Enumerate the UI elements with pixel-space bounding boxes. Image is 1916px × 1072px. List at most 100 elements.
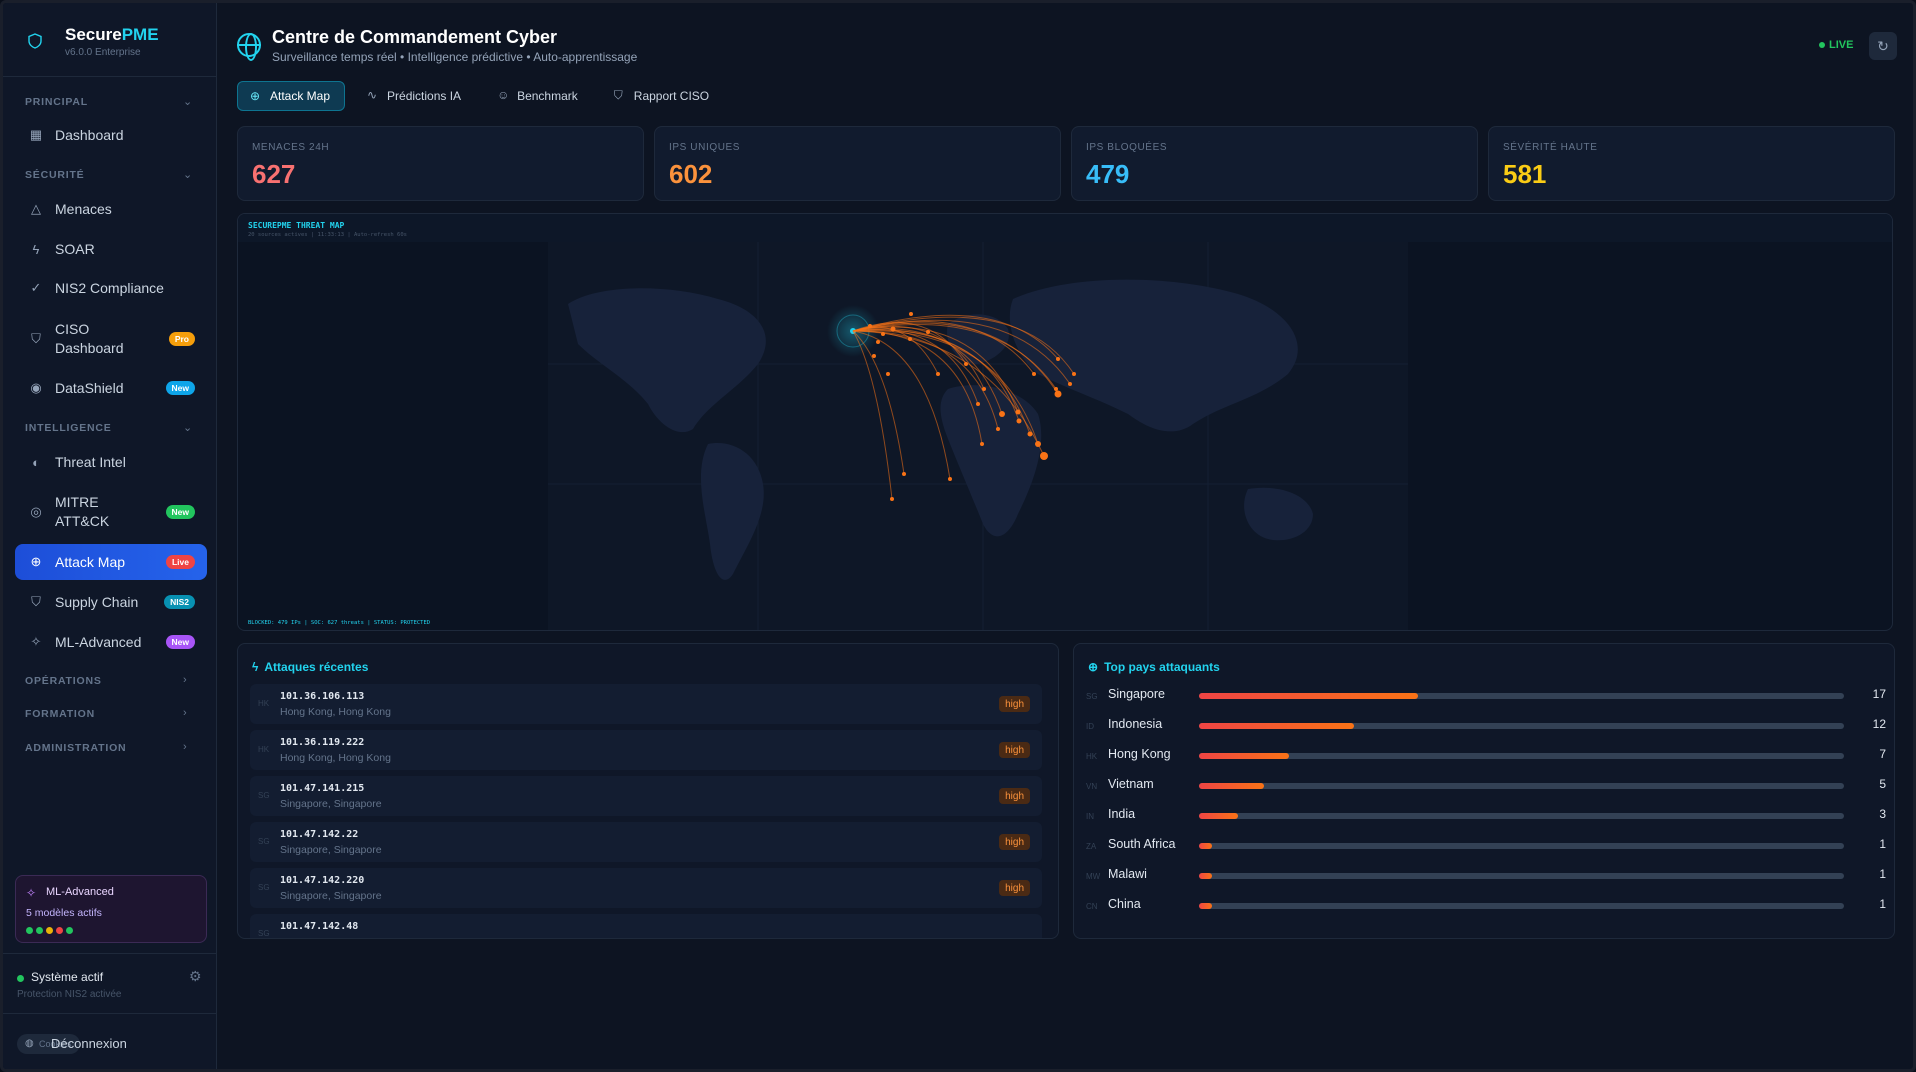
section-formation[interactable]: FORMATION (25, 708, 95, 720)
section-administration[interactable]: ADMINISTRATION (25, 742, 127, 754)
section-operations[interactable]: OPÉRATIONS (25, 675, 102, 687)
sidebar-item-mitre[interactable]: ◎ MITRE ATT&CK New (15, 490, 207, 534)
sidebar-item-nis2[interactable]: ✓ NIS2 Compliance (15, 270, 207, 306)
sidebar-item-ml-advanced[interactable]: ✧ ML-Advanced New (15, 624, 207, 660)
sidebar-item-menaces[interactable]: △ Menaces (15, 191, 207, 227)
attack-ip: 101.47.141.215 (280, 783, 365, 794)
chevron-right-icon[interactable]: › (183, 674, 187, 686)
country-bar-fill (1199, 723, 1354, 729)
sidebar-item-supply-chain[interactable]: ⛉ Supply Chain NIS2 (15, 584, 207, 620)
severity-badge: high (999, 742, 1030, 758)
country-code: CN (1086, 902, 1098, 911)
model-status-dot (66, 927, 73, 934)
attack-ip: 101.47.142.22 (280, 829, 359, 840)
country-count: 3 (1879, 807, 1886, 821)
section-intelligence[interactable]: INTELLIGENCE (25, 422, 112, 434)
country-row: MW Malawi 1 (1086, 866, 1886, 886)
country-bar-fill (1199, 783, 1264, 789)
chevron-down-icon[interactable]: ⌄ (183, 422, 193, 434)
country-bar-track (1199, 873, 1844, 879)
cookie-icon: ◍ (25, 1038, 34, 1049)
chevron-right-icon[interactable]: › (183, 741, 187, 753)
page-title: Centre de Commandement Cyber (272, 27, 558, 47)
country-count: 17 (1872, 687, 1886, 701)
chevron-down-icon[interactable]: ⌄ (183, 96, 193, 108)
severity-badge: high (999, 696, 1030, 712)
sidebar-item-label: Menaces (55, 200, 112, 217)
sidebar-item-datashield[interactable]: ◉ DataShield New (15, 370, 207, 406)
country-bar-fill (1199, 753, 1289, 759)
sidebar: SecurePME v6.0.0 Enterprise PRINCIPAL ⌄ … (3, 3, 217, 1069)
lightning-icon: ϟ (252, 660, 259, 674)
live-indicator: LIVE (1819, 39, 1853, 51)
section-principal[interactable]: PRINCIPAL (25, 96, 89, 108)
system-status-text: Système actif (31, 970, 104, 984)
activity-icon: ∿ (367, 88, 378, 102)
map-title: SECUREPME THREAT MAP (248, 221, 345, 230)
model-status-dot (46, 927, 53, 934)
country-name: Malawi (1108, 867, 1147, 881)
country-code: ID (1086, 722, 1094, 731)
attack-row[interactable]: HK 101.36.119.222 Hong Kong, Hong Kong high (250, 730, 1042, 770)
globe-icon (237, 33, 261, 61)
live-badge: Live (165, 555, 195, 569)
kpi-row: MENACES 24H 627 IPS UNIQUES 602 IPS BLOQUÉ… (237, 126, 1895, 201)
country-name: China (1108, 897, 1141, 911)
attack-location: Singapore, Singapore (280, 798, 382, 810)
severity-badge: high (999, 880, 1030, 896)
lightning-icon: ϟ (32, 241, 40, 257)
nis2-badge: NIS2 (164, 595, 195, 609)
threat-map[interactable]: SECUREPME THREAT MAP 20 sources actives … (237, 213, 1893, 631)
logout-area: ◍ Cookies Déconnexion (3, 1013, 217, 1069)
sidebar-item-attack-map[interactable]: ⊕ Attack Map Live (15, 544, 207, 580)
attack-row[interactable]: SG 101.47.142.22 Singapore, Singapore high (250, 822, 1042, 862)
attack-row[interactable]: SG 101.47.142.220 Singapore, Singapore high (250, 868, 1042, 908)
system-status: Système actif Protection NIS2 activée ⚙ (3, 953, 217, 1013)
ml-card-title: ML-Advanced (46, 886, 114, 898)
new-badge: New (165, 381, 195, 395)
shield-icon: ⛉ (31, 331, 41, 346)
kpi-value: 479 (1086, 159, 1130, 189)
page-subtitle: Surveillance temps réel • Intelligence p… (272, 50, 638, 64)
country-bar-track (1199, 843, 1844, 849)
chevron-down-icon[interactable]: ⌄ (183, 169, 193, 181)
sidebar-item-label: Threat Intel (55, 453, 126, 470)
country-bar-track (1199, 783, 1844, 789)
sidebar-item-label: ML-Advanced (55, 633, 142, 650)
country-code: IN (1086, 812, 1094, 821)
country-bar-track (1199, 813, 1844, 819)
cookies-chip[interactable]: ◍ Cookies (17, 1034, 80, 1054)
model-status-dot (26, 927, 33, 934)
chevron-right-icon[interactable]: › (183, 707, 187, 719)
country-code: HK (1086, 752, 1098, 761)
refresh-button[interactable]: ↻ (1869, 32, 1897, 60)
tab-benchmark[interactable]: ☺ Benchmark (497, 88, 578, 103)
target-icon: ◎ (30, 504, 42, 519)
new-badge: New (165, 505, 195, 519)
sidebar-item-soar[interactable]: ϟ SOAR (15, 231, 207, 267)
tab-attack-map[interactable]: ⊕ Attack Map (237, 81, 346, 111)
gear-icon[interactable]: ⚙ (189, 968, 202, 984)
kpi-card-severite-haute: SÉVÉRITÉ HAUTE 581 (1488, 126, 1895, 201)
kpi-label: IPS BLOQUÉES (1086, 142, 1168, 153)
sidebar-item-label: MITRE ATT&CK (55, 494, 110, 529)
country-count: 1 (1879, 867, 1886, 881)
tab-predictions[interactable]: ∿ Prédictions IA (367, 88, 462, 103)
country-row: HK Hong Kong 7 (1086, 746, 1886, 766)
ml-advanced-card[interactable]: ✧ ML-Advanced 5 modèles actifs (15, 875, 207, 943)
logout-button[interactable]: Déconnexion (51, 1036, 127, 1051)
attack-row[interactable]: SG 101.47.142.48 (250, 914, 1042, 938)
sidebar-item-threat-intel[interactable]: ◐ Threat Intel (15, 444, 207, 480)
country-name: South Africa (1108, 837, 1176, 851)
kpi-label: IPS UNIQUES (669, 142, 741, 153)
sidebar-item-dashboard[interactable]: ▦ Dashboard (15, 117, 207, 153)
section-securite[interactable]: SÉCURITÉ (25, 169, 85, 181)
country-code: SG (258, 837, 270, 846)
attack-row[interactable]: HK 101.36.106.113 Hong Kong, Hong Kong high (250, 684, 1042, 724)
attack-row[interactable]: SG 101.47.141.215 Singapore, Singapore high (250, 776, 1042, 816)
country-name: Indonesia (1108, 717, 1163, 731)
tab-rapport-ciso[interactable]: ⛉ Rapport CISO (613, 88, 710, 103)
sidebar-item-ciso-dashboard[interactable]: ⛉ CISO Dashboard Pro (15, 317, 207, 361)
country-bar-track (1199, 753, 1844, 759)
map-footer: BLOCKED: 479 IPs | SOC: 627 threats | ST… (248, 620, 431, 626)
